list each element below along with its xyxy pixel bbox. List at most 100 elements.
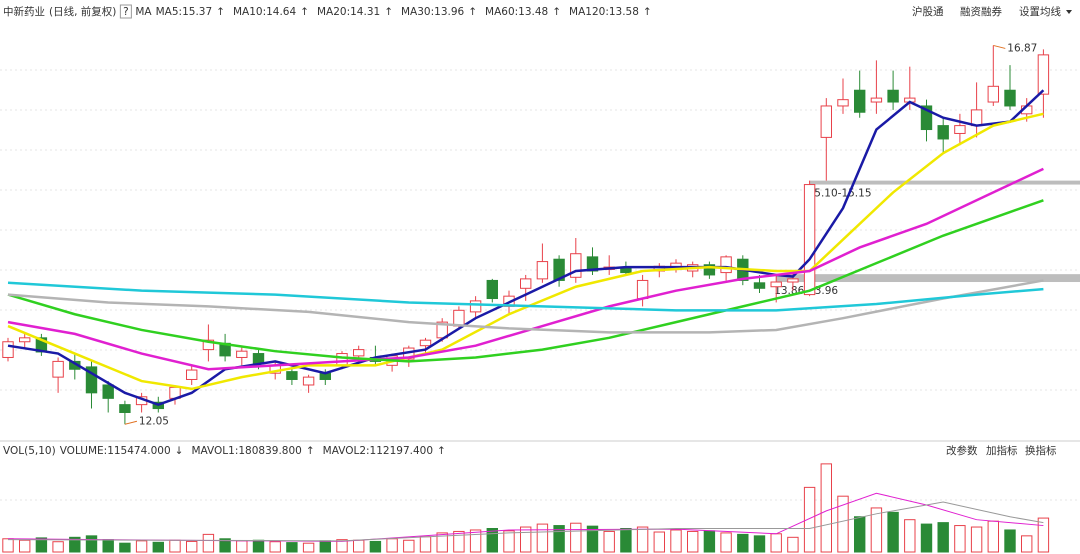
toolbar-button[interactable]: 融资融券 — [960, 5, 1002, 18]
candle-body — [85, 366, 98, 394]
help-box — [119, 4, 132, 19]
volume-bar — [553, 525, 565, 553]
legend-label: MA120:13.58 — [569, 6, 639, 18]
candle-body — [570, 253, 582, 278]
candle-body — [703, 264, 716, 276]
volume-bar — [787, 536, 799, 553]
indicator-button[interactable]: 加指标 — [986, 444, 1018, 457]
indicator-button[interactable]: 改参数 — [946, 444, 978, 457]
volume-bar — [319, 540, 332, 553]
volume-bar — [887, 511, 899, 553]
volume-bar — [419, 536, 432, 553]
stock-name: 中新药业 — [3, 5, 45, 18]
annotation-arrow — [993, 44, 1006, 49]
candle-body — [1037, 54, 1050, 95]
ma-line — [7, 199, 1044, 363]
candle-body — [469, 300, 482, 313]
volume-bar — [720, 532, 732, 553]
indicator-button[interactable]: 换指标 — [1025, 444, 1057, 457]
volume-bar — [687, 530, 699, 553]
candle-body — [636, 279, 649, 300]
volume-arrow: ↓ — [175, 445, 184, 457]
candle-body — [453, 309, 465, 327]
volume-bar — [2, 538, 14, 553]
legend-label: MAVOL1:180839.800 — [191, 445, 301, 457]
volume-bar — [520, 526, 532, 553]
volume-bar — [870, 507, 883, 553]
volume-bar — [653, 531, 665, 553]
candle-body — [553, 258, 565, 281]
legend-label: MA30:13.96 — [401, 6, 465, 18]
candle-body — [920, 105, 933, 131]
legend-arrow: ↑ — [216, 6, 225, 18]
volume-bar — [19, 539, 31, 553]
volume-bar — [970, 526, 983, 553]
candle-body — [586, 256, 599, 272]
volume-bar — [52, 541, 64, 553]
volume-bar — [937, 522, 949, 553]
candle-body — [186, 369, 198, 380]
legend-arrow: ↑ — [384, 6, 393, 18]
volume-bar — [202, 533, 215, 553]
volume-bar — [620, 528, 632, 553]
volume-label: VOLUME:115474.000 — [60, 445, 171, 457]
volume-bar — [854, 516, 866, 553]
legend-label: MAVOL2:112197.400 — [323, 445, 433, 457]
volume-bar — [119, 542, 131, 553]
candle-body — [820, 105, 832, 138]
candle-body — [419, 339, 432, 347]
ma-line — [7, 279, 1044, 334]
volume-bar — [803, 486, 816, 553]
toolbar-button[interactable]: 沪股通 — [912, 5, 944, 18]
candle-body — [536, 261, 549, 280]
legend-arrow: ↑ — [306, 445, 315, 457]
volume-bar — [135, 540, 148, 553]
candle-body — [19, 337, 31, 343]
volume-bar — [486, 528, 499, 553]
legend-arrow: ↑ — [437, 445, 446, 457]
candle-body — [970, 109, 983, 127]
volume-bar — [403, 539, 415, 553]
help[interactable]: ? — [123, 6, 129, 18]
candle-body — [52, 360, 64, 378]
legend-label: MA60:13.48 — [485, 6, 548, 18]
candle-body — [937, 125, 949, 140]
volume-bar — [770, 533, 782, 553]
volume-bar — [820, 463, 832, 553]
volume-bar — [469, 529, 482, 553]
annotation-arrow — [124, 420, 138, 425]
ma-line — [7, 89, 1045, 406]
toolbar-button[interactable]: 设置均线 — [1019, 5, 1061, 18]
volume-bar — [102, 539, 114, 553]
candle-body — [954, 125, 966, 134]
candle-body — [870, 97, 883, 103]
volume-bar — [336, 539, 348, 553]
candle-body — [787, 278, 799, 283]
candle-body — [2, 341, 14, 358]
volume-bar — [603, 530, 615, 553]
volume-bar — [636, 526, 649, 553]
candle-body — [302, 376, 315, 386]
legend-arrow: ↑ — [552, 6, 561, 18]
ma-line — [7, 281, 1044, 312]
candle-body — [353, 349, 365, 357]
ma-line — [7, 501, 1044, 542]
volume-bar — [35, 537, 48, 553]
volume-bar — [252, 539, 265, 553]
ma-line — [7, 167, 1044, 371]
volume-bar — [920, 523, 933, 553]
candle-body — [102, 384, 114, 399]
candle-body — [520, 278, 532, 289]
candle-body — [1004, 89, 1016, 107]
volume-bar — [503, 530, 515, 553]
volume-bar — [586, 525, 599, 553]
volume-bar — [186, 540, 198, 553]
volume-bar — [837, 495, 849, 553]
volume-bar — [753, 535, 766, 553]
volume-bar — [152, 541, 165, 553]
candle-body — [753, 282, 766, 289]
volume-bar — [703, 530, 716, 553]
candle-body — [854, 89, 866, 113]
volume-bar — [1004, 529, 1016, 553]
